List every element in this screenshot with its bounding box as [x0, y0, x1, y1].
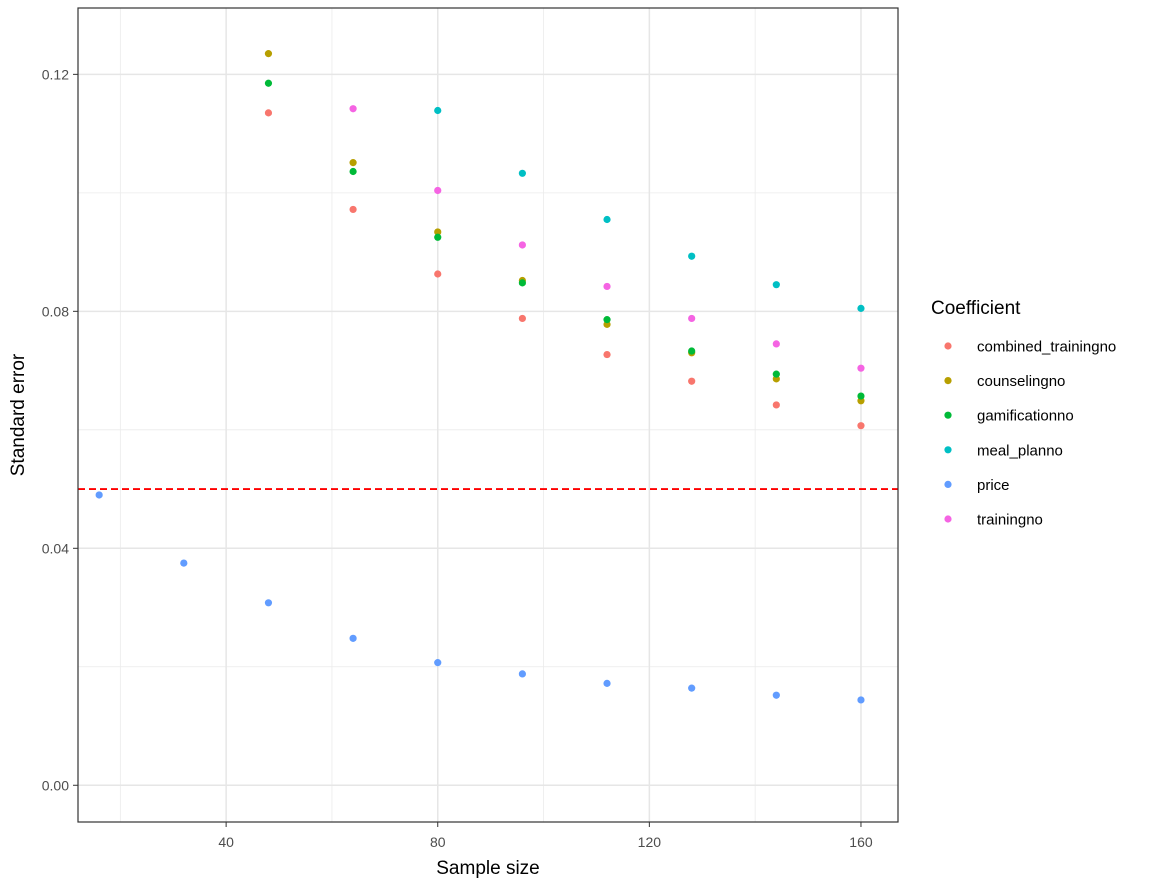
data-point-gamificationno: [603, 316, 611, 324]
data-point-gamificationno: [349, 167, 357, 176]
y-tick-label: 0.08: [42, 303, 69, 319]
x-tick-label: 80: [430, 834, 446, 850]
data-point-combined_trainingno: [857, 422, 865, 430]
legend-key-counselingno: [944, 377, 952, 385]
data-point-gamificationno: [688, 347, 696, 355]
data-point-meal_planno: [603, 215, 611, 224]
data-point-trainingno: [603, 282, 611, 291]
legend: Coefficient combined_trainingno counselin…: [931, 298, 1116, 529]
data-point-price: [180, 559, 188, 567]
data-point-counselingno: [349, 159, 357, 167]
x-tick-label: 120: [638, 834, 662, 850]
grid-lines: [78, 8, 898, 822]
legend-label-gamificationno: gamificationno: [977, 408, 1074, 425]
data-point-price: [688, 684, 696, 692]
data-point-gamificationno: [264, 79, 273, 87]
legend-key-meal_planno: [944, 446, 952, 454]
legend-items: combined_trainingno counselingno gamificat…: [944, 339, 1116, 529]
data-point-trainingno: [434, 186, 442, 195]
data-point-price: [349, 634, 357, 642]
data-point-combined_trainingno: [518, 314, 526, 323]
x-tick-label: 160: [849, 834, 873, 850]
data-point-combined_trainingno: [264, 109, 273, 117]
data-point-price: [434, 659, 442, 667]
data-point-price: [264, 599, 273, 607]
data-point-meal_planno: [772, 281, 780, 289]
y-tick-label: 0.04: [42, 540, 69, 556]
data-point-counselingno: [434, 228, 442, 236]
data-point-counselingno: [264, 50, 273, 58]
data-point-price: [95, 491, 103, 499]
data-point-combined_trainingno: [772, 401, 780, 409]
x-tick-label: 40: [218, 834, 234, 850]
data-point-trainingno: [518, 241, 526, 249]
plot-panel-border: [77, 7, 899, 823]
data-point-price: [518, 670, 526, 678]
data-point-price: [603, 679, 611, 687]
legend-label-meal_planno: meal_planno: [977, 442, 1063, 459]
data-points: [95, 50, 865, 704]
legend-label-price: price: [977, 477, 1010, 494]
y-tick-label: 0.12: [42, 66, 69, 82]
data-point-meal_planno: [688, 252, 696, 260]
data-point-trainingno: [688, 314, 696, 323]
legend-title: Coefficient: [931, 298, 1021, 319]
data-point-gamificationno: [772, 370, 780, 378]
data-point-combined_trainingno: [349, 205, 357, 214]
legend-key-trainingno: [944, 515, 952, 523]
data-point-price: [857, 696, 865, 704]
data-point-meal_planno: [434, 106, 442, 115]
data-point-gamificationno: [518, 279, 526, 287]
y-tick-label: 0.00: [42, 777, 69, 793]
data-point-combined_trainingno: [603, 350, 611, 359]
x-axis-title: Sample size: [436, 858, 540, 879]
data-point-trainingno: [772, 340, 780, 348]
y-axis-ticks: 0.00 0.04 0.08 0.12: [42, 66, 78, 793]
data-point-gamificationno: [434, 233, 442, 241]
legend-key-gamificationno: [944, 411, 952, 419]
x-axis-ticks: 40 80 120 160: [218, 822, 873, 850]
data-point-meal_planno: [518, 169, 526, 177]
data-point-gamificationno: [857, 392, 865, 400]
data-point-combined_trainingno: [688, 377, 696, 385]
data-point-trainingno: [857, 364, 865, 372]
legend-label-trainingno: trainingno: [977, 512, 1043, 529]
legend-label-counselingno: counselingno: [977, 373, 1065, 390]
legend-key-combined_trainingno: [944, 342, 952, 350]
y-axis-title: Standard error: [8, 353, 29, 476]
legend-label-combined_trainingno: combined_trainingno: [977, 339, 1116, 356]
data-point-price: [772, 691, 780, 699]
data-point-trainingno: [349, 105, 357, 113]
data-point-combined_trainingno: [434, 270, 442, 278]
data-point-meal_planno: [857, 304, 865, 312]
legend-key-price: [944, 480, 952, 488]
